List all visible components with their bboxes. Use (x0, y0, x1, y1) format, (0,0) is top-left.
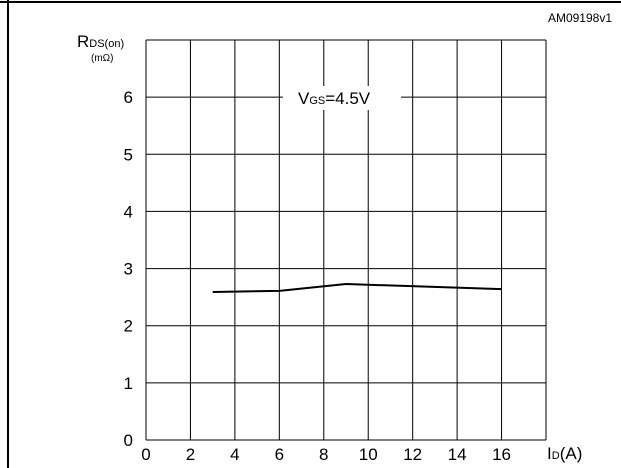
y-axis-label: RDS(on) (mΩ) (77, 32, 124, 64)
y-tick-label: 0 (124, 431, 133, 450)
y-tick-label: 2 (124, 317, 133, 336)
annotation-background (283, 86, 401, 110)
x-tick-label: 8 (319, 445, 328, 464)
x-tick-label: 4 (230, 445, 239, 464)
x-axis-label: ID(A) (547, 444, 582, 463)
y-label-main: R (77, 32, 89, 51)
grid (145, 39, 547, 441)
svg-text:ID(A): ID(A) (547, 444, 582, 463)
series (212, 282, 502, 293)
annotation-suffix: =4.5V (325, 89, 371, 108)
y-tick-label: 3 (124, 260, 133, 279)
x-label-suffix: (A) (560, 444, 583, 463)
x-tick-label: 6 (275, 445, 284, 464)
annotation-subscript: GS (309, 95, 325, 107)
x-label-subscript: D (552, 450, 560, 462)
y-tick-label: 4 (124, 202, 133, 221)
x-tick-label: 2 (186, 445, 195, 464)
annotation-prefix: V (298, 89, 310, 108)
y-tick-label: 6 (124, 88, 133, 107)
svg-text:RDS(on): RDS(on) (77, 32, 124, 51)
y-label-subscript: DS(on) (89, 38, 124, 50)
y-tick-label: 5 (124, 145, 133, 164)
x-tick-label: 14 (448, 445, 467, 464)
y-label-unit: (mΩ) (91, 53, 113, 64)
rdson-series-line (212, 282, 502, 293)
figure-code: AM09198v1 (548, 11, 612, 25)
x-tick-label: 0 (141, 445, 150, 464)
y-tick-label: 1 (124, 374, 133, 393)
x-tick-label: 10 (359, 445, 378, 464)
vgs-annotation: VGS=4.5V (298, 89, 371, 108)
x-label-main: I (547, 444, 552, 463)
x-tick-label: 16 (492, 445, 511, 464)
x-tick-label: 12 (403, 445, 422, 464)
